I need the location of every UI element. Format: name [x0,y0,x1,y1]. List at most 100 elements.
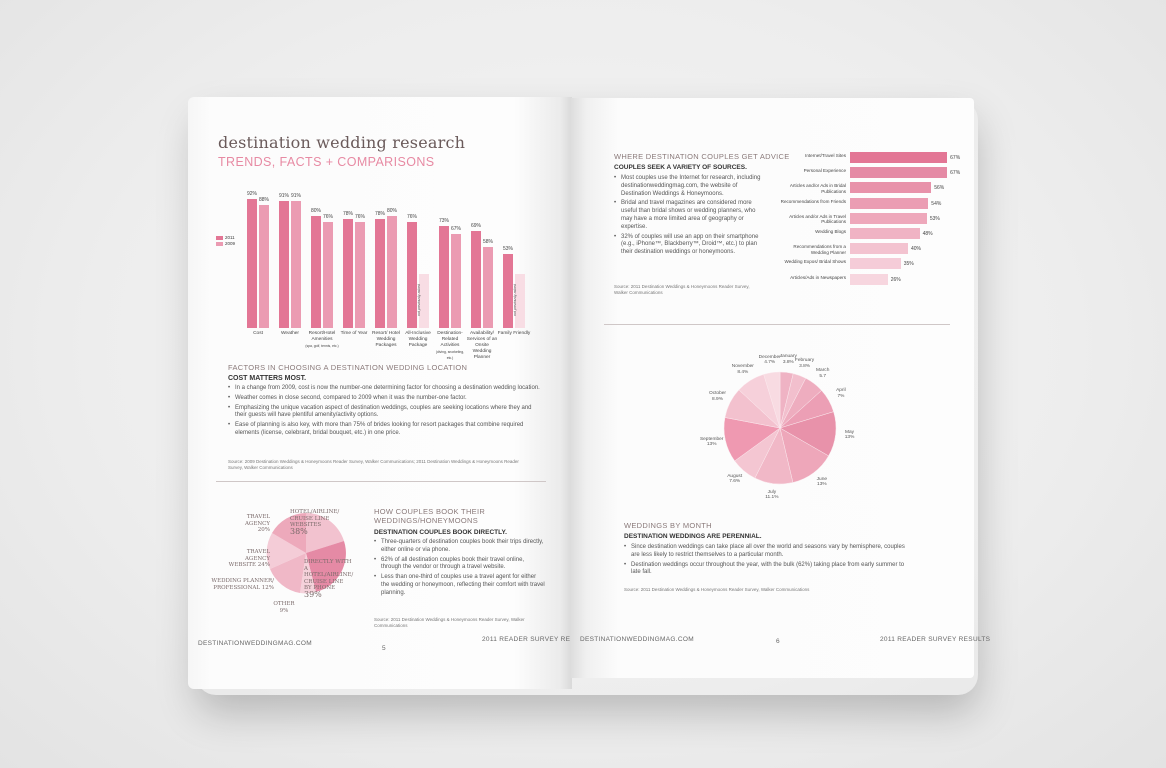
advice-bullets: Most couples use the Internet for resear… [614,175,764,259]
bar-value-label: 76% [406,213,417,220]
page-subtitle: TRENDS, FACTS + COMPARISONS [218,155,435,169]
month-bullets: Since destination weddings can take plac… [624,544,914,579]
bar-category-label: Destination-Related Activities (diving, s… [433,331,467,361]
advice-bar [850,182,932,194]
bar-2011 [375,218,385,328]
month-label: February 3.8% [794,358,815,369]
factors-section-title: FACTORS IN CHOOSING A DESTINATION WEDDIN… [228,363,468,372]
month-bullet: Since destination weddings can take plac… [624,544,914,560]
not-asked-note: not previously asked [512,284,517,316]
bar-2009 [291,200,301,328]
bar-2011 [471,231,481,328]
month-label: December 4.7% [758,354,781,366]
advice-bar [850,212,927,224]
pie-label: HOTEL/AIRLINE/ CRUISE LINE WEBSITES 38% [290,509,340,536]
month-label: July 11.1% [765,489,779,501]
factors-headline: COST MATTERS MOST. [228,375,307,382]
bar-value-label: 67% [450,226,461,233]
pie-slice-agency [272,513,306,553]
advice-bar-value: 35% [903,261,914,268]
bar-category-label: Availability/ Services of an Onsite Wedd… [466,331,498,360]
advice-bar-label: Articles/Ads in Newspapers [790,274,846,280]
bar-2009 [483,246,493,328]
advice-bar-label: Wedding Blogs [815,229,846,234]
advice-bar [850,243,908,255]
divider [216,481,546,482]
bar-2011 [311,216,321,328]
left-page: destination wedding research TRENDS, FAC… [188,97,592,689]
pie-label: TRAVEL AGENCY WEBSITE 24% [228,549,270,568]
bar-category-note: (diving, snorkeling, etc.) [435,350,465,360]
month-label: October 8.9% [708,391,727,402]
bar-2009 [419,274,429,328]
bar-category-note: (spa, golf, tennis, etc.) [305,344,339,348]
advice-bar-value: 54% [931,200,942,207]
booking-source: Source: 2011 Destination Weddings & Hone… [374,617,525,628]
advice-bar [850,167,948,179]
bar-value-label: 78% [342,210,353,217]
bar-category-label: Weather [280,331,300,336]
factors-source: Source: 2009 Destination Weddings & Hone… [228,459,519,470]
bar-value-label: 76% [322,213,333,220]
bar-2009 [355,221,365,328]
booking-bullets: Three-quarters of destination couples bo… [374,539,546,600]
footer-site: DESTINATIONWEDDINGMAG.COM [198,640,312,647]
month-label: September 13% [699,436,724,448]
advice-bar-value: 67% [950,155,961,161]
month-label: April 7% [836,388,846,399]
month-slice [763,371,781,429]
legend-2009-swatch [216,242,223,246]
advice-bar [850,228,920,239]
bar-value-label: 53% [502,245,513,252]
advice-bar-value: 26% [890,276,901,283]
bar-value-label: 73% [438,217,449,224]
advice-bar-label: Wedding Expos/ Bridal Shows [784,259,846,265]
bar-2009 [259,204,269,328]
wedding-month-pie [723,371,837,485]
bar-2011 [279,200,289,328]
advice-bar-value: 67% [950,170,961,177]
bar-value-label: 76% [354,213,365,220]
advice-bar-label: Recommendations from a Wedding Planner [793,244,846,255]
month-section-title: WEDDINGS BY MONTH [624,521,712,530]
month-source: Source: 2011 Destination Weddings & Hone… [624,587,810,592]
booking-pie-chart [266,513,346,594]
factors-bullet: Ease of planning is also key, with more … [228,422,540,438]
bar-2011 [503,253,513,328]
month-label: March 5.7 [816,368,830,379]
pie-label: DIRECTLY WITH A HOTEL/AIRLINE/ CRUISE LI… [304,559,354,599]
bar-category-label: Resort/Hotel Amenities (spa, golf, tennis… [305,331,339,348]
footer-report-title: 2011 READER SURVEY RESULTS [880,636,991,643]
advice-bar-value: 48% [922,231,933,237]
legend-2009-label: 2009 [225,241,236,246]
pie-slice-phone [306,541,346,592]
bar-2011 [407,221,417,328]
bar-2011 [439,225,449,328]
pie-slice-planner [270,553,306,593]
footer-site: DESTINATIONWEDDINGMAG.COM [580,636,694,643]
month-label: June 13% [816,476,828,488]
legend-2011-swatch [216,236,223,240]
bar-value-label: 58% [482,238,493,245]
bar-value-label: 91% [290,192,301,199]
bar-category-label: Time of Year [340,331,368,336]
advice-bullet: Bridal and travel magazines are consider… [614,200,764,231]
legend-2011-label: 2011 [225,235,235,240]
bar-category-label: All-Inclusive Wedding Package [405,331,431,348]
advice-bar-value: 53% [929,215,940,222]
booking-bullet: Less than one-third of couples use a tra… [374,574,546,597]
advice-bar-label: Articles and/or Ads in Travel Publicatio… [789,213,846,225]
month-label: August 7.6% [727,473,743,485]
bar-value-label: 80% [310,208,321,214]
bar-category-label: Cost [253,331,263,336]
booking-section-title: HOW COUPLES BOOK THEIR WEDDINGS/HONEYMOO… [374,507,486,525]
booking-bullet: Three-quarters of destination couples bo… [374,539,546,555]
pie-slice-websites [306,513,344,553]
bar-value-label: 80% [386,208,397,214]
advice-source: Source: 2011 Destination Weddings & Hone… [614,284,750,295]
bar-2009 [323,221,333,328]
pie-label: TRAVEL AGENCY 20% [244,514,270,533]
booking-headline: DESTINATION COUPLES BOOK DIRECTLY. [374,529,507,536]
bar-2009 [387,216,397,328]
bar-value-label: 69% [470,223,481,230]
